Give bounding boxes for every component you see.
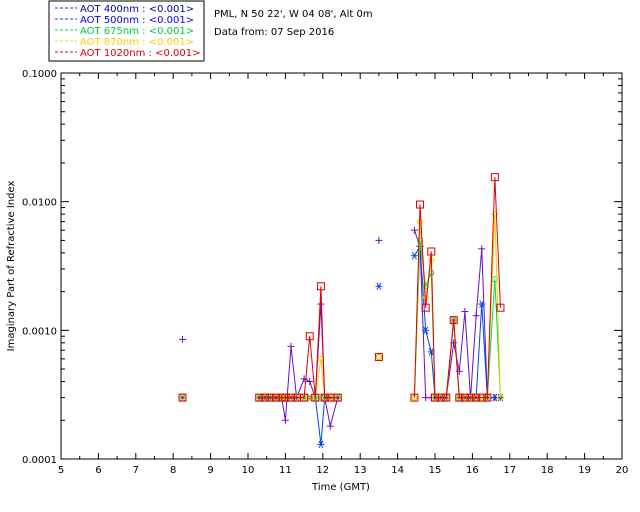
data-point-square [496,303,505,312]
data-point-asterisk [410,251,418,260]
data-point-plus [300,375,308,383]
y-axis: 0.0001 0.0010 0.0100 0.1000 [22,69,622,466]
data-point-square [272,393,281,402]
x-tick-label: 11 [279,465,292,476]
data-point-square [449,316,458,325]
data-point-square [255,393,264,402]
legend-label: AOT 500nm : <0.001> [80,15,194,26]
x-tick-label: 9 [207,465,213,476]
x-tick-label: 19 [578,465,591,476]
data-point-square [442,393,451,402]
site-info: PML, N 50 22', W 04 08', Alt 0m [214,9,373,20]
data-point-plus [179,335,187,343]
data-point-square [316,282,325,291]
x-tick-label: 14 [391,465,404,476]
x-tick-label: 8 [170,465,176,476]
data-point-square [410,393,419,402]
data-point-asterisk [422,326,430,335]
data-point-square [305,332,314,341]
data-point-diamond [416,217,424,226]
data-point-square [472,393,481,402]
data-point-square [460,393,469,402]
data-point-square [266,393,275,402]
y-tick-label: 0.1000 [22,69,57,80]
x-tick-label: 18 [541,465,554,476]
data-point-square [320,393,329,402]
data-point-plus [472,312,480,320]
y-axis-label: Imaginary Part of Refractive Index [6,181,17,352]
legend-label: AOT 870nm : <0.001> [80,37,194,48]
series-diamond [178,210,505,402]
data-point-square [287,393,296,402]
data-point-plus [281,416,289,424]
series-square [178,173,505,402]
x-tick-label: 17 [503,465,516,476]
x-tick-label: 12 [316,465,329,476]
legend-box [48,0,205,62]
data-point-square [436,393,445,402]
data-point-square [427,247,436,256]
y-tick-label: 0.0001 [22,455,57,466]
x-tick-label: 20 [616,465,629,476]
x-tick-label: 5 [58,465,64,476]
data-point-asterisk [317,440,325,449]
data-point-plus [375,236,383,244]
series-line [259,304,339,427]
data-point-square [260,393,269,402]
data-point-square [416,200,425,209]
legend: AOT 400nm : <0.001>AOT 500nm : <0.001>AO… [48,0,205,62]
data-point-square [455,393,464,402]
x-tick-label: 16 [466,465,479,476]
data-point-plus [478,245,486,253]
x-tick-label: 6 [95,465,101,476]
data-point-asterisk [375,282,383,291]
data-point-square [421,303,430,312]
data-point-plus [326,422,334,430]
data-point-square [311,393,320,402]
data-point-square [178,393,187,402]
legend-label: AOT 400nm : <0.001> [80,4,194,15]
data-point-square [477,393,486,402]
x-tick-label: 13 [354,465,367,476]
date-info: Data from: 07 Sep 2016 [214,27,334,38]
data-point-square [333,393,342,402]
x-tick-label: 15 [429,465,442,476]
data-point-asterisk [478,300,486,308]
series-layer [178,173,505,449]
data-point-square [490,173,499,182]
x-tick-label: 10 [242,465,255,476]
data-point-plus [410,226,418,234]
x-tick-label: 7 [133,465,139,476]
x-axis-label: Time (GMT) [311,482,370,493]
data-point-plus [306,378,314,386]
series-line [259,286,338,399]
series-line [413,177,501,399]
data-point-square [483,393,492,402]
data-point-circle [417,237,424,244]
data-point-square [374,353,383,362]
legend-label: AOT 675nm : <0.001> [80,26,194,37]
data-point-diamond [496,393,505,402]
data-point-square [281,393,290,402]
data-point-plus [461,308,469,316]
x-axis: 5 6 7 8 9 10 11 12 13 14 15 16 17 18 19 20 [58,73,629,476]
data-point-square [466,393,475,402]
data-point-plus [287,342,295,350]
data-point-square [300,393,309,402]
data-point-plus [317,300,325,308]
legend-label: AOT 1020nm : <0.001> [80,48,200,59]
data-point-square [431,393,439,402]
y-tick-label: 0.0010 [22,326,57,337]
y-tick-label: 0.0100 [22,198,57,209]
